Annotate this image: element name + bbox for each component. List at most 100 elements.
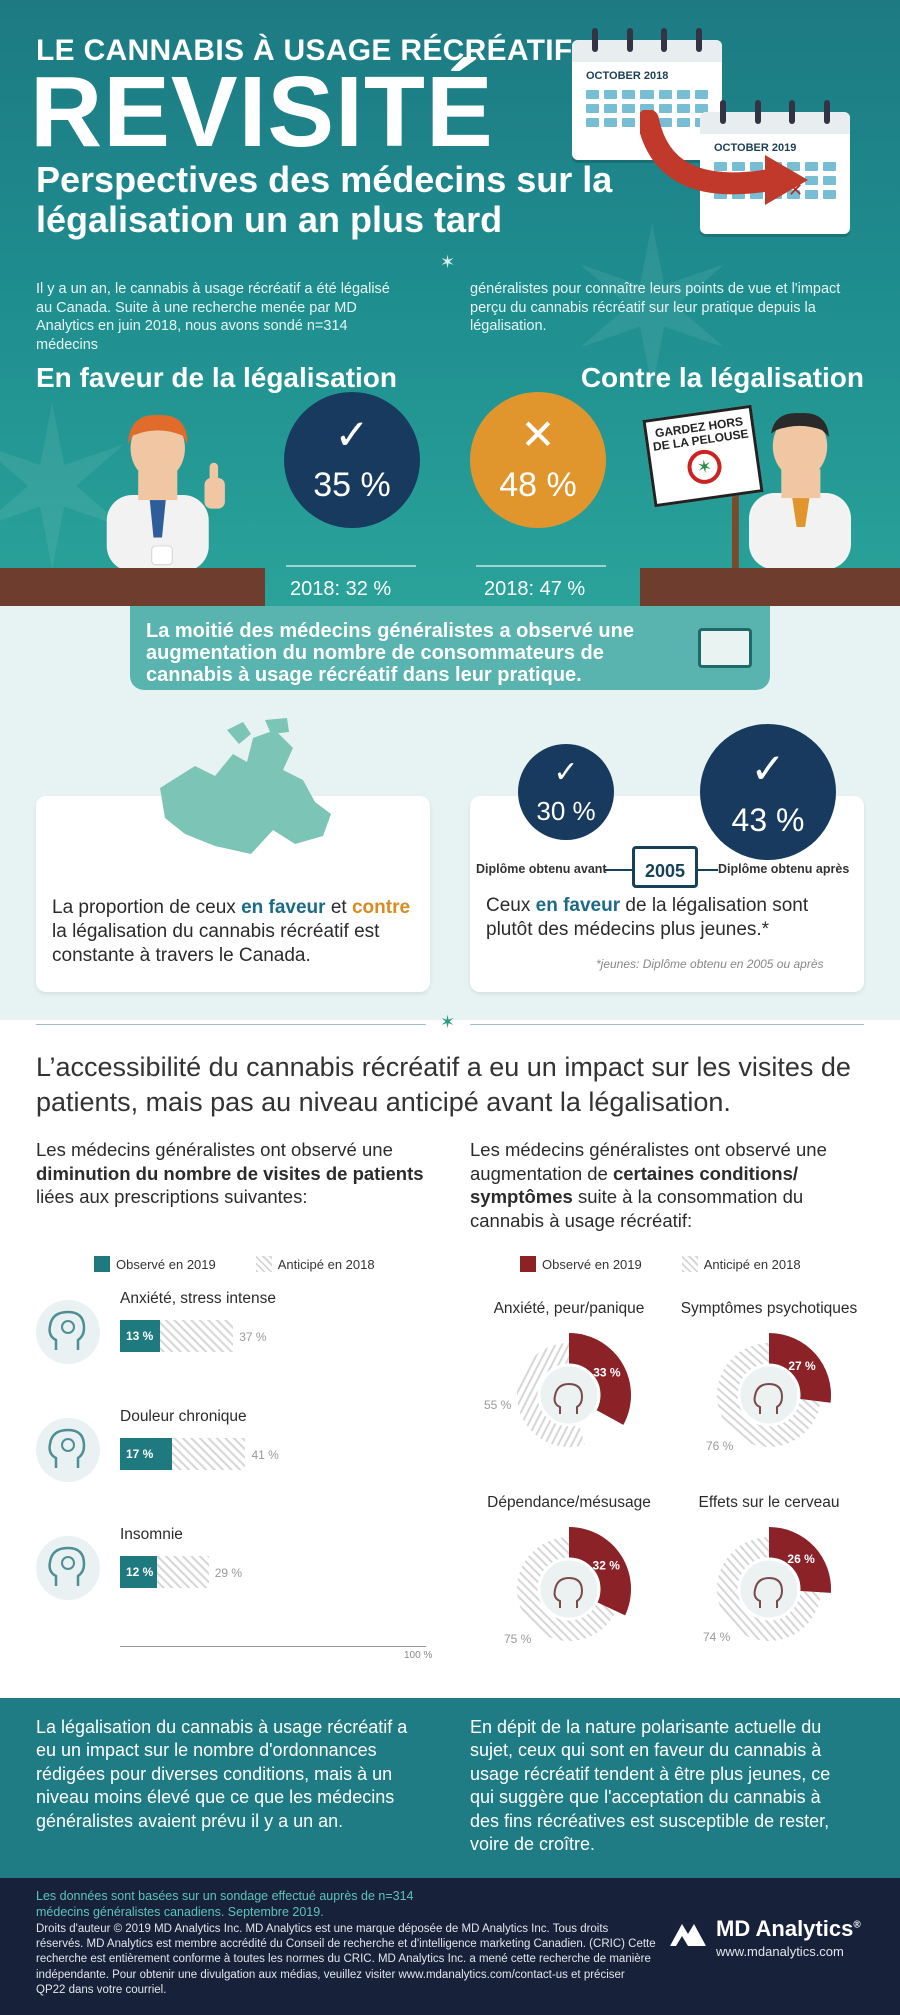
bar-category-label: Anxiété, stress intense <box>120 1290 276 1307</box>
head-panic-icon <box>537 1363 601 1427</box>
conditions-intro-bold: certaines conditions/ symptômes <box>470 1162 799 1208</box>
bar-axis <box>120 1646 426 1647</box>
bar-category-label: Insomnie <box>120 1526 183 1543</box>
head-pain-icon <box>36 1418 100 1482</box>
young-text-part: Ceux <box>486 895 536 916</box>
leaf-divider-icon: ✶ <box>440 252 456 272</box>
young-text-part: de la légalisation sont plutôt des médec… <box>486 895 809 940</box>
against-percentage: 48 % <box>499 466 577 504</box>
pie-anticipated-label: 76 % <box>706 1439 734 1453</box>
pie-chart: Effets sur le cerveau 26 % 74 % <box>674 1494 864 1644</box>
pie-observed-label: 27 % <box>788 1359 816 1373</box>
pie-category-label: Symptômes psychotiques <box>680 1300 858 1317</box>
calendar-2018-icon: OCTOBER 2018 ✕ <box>572 28 722 160</box>
after-2005-circle: ✓ 43 % <box>700 724 836 860</box>
pie-chart: Anxiété, peur/panique 33 % 55 % <box>474 1300 664 1450</box>
canada-text-part: La proportion de ceux <box>52 897 242 918</box>
bar-track: 12 % 29 % <box>120 1556 440 1588</box>
legend-observed-label: Observé en 2019 <box>116 1256 216 1272</box>
legend-swatch-observed <box>520 1256 536 1272</box>
logo-name: MD Analytics® <box>716 1916 861 1942</box>
favor-highlight: en faveur <box>535 895 621 916</box>
bar-anticipated-label: 29 % <box>214 1566 243 1580</box>
legend-observed: Observé en 2019 <box>520 1256 642 1272</box>
pie-chart: Dépendance/mésusage 32 % 75 % <box>474 1494 664 1646</box>
pie-category-label: Effets sur le cerveau <box>698 1494 840 1511</box>
desk-left <box>0 568 265 606</box>
pie-category-label: Anxiété, peur/panique <box>493 1300 645 1317</box>
calendar-2005-icon: 2005 <box>632 846 698 888</box>
legend-anticipated-label: Anticipé en 2018 <box>277 1256 375 1272</box>
no-cannabis-icon: ✶ <box>685 447 724 487</box>
pie-legend: Observé en 2019 Anticipé en 2018 <box>520 1256 801 1272</box>
pie-chart: Symptômes psychotiques 27 % 76 % <box>674 1300 864 1453</box>
md-analytics-logo: MD Analytics® www.mdanalytics.com <box>668 1912 878 1962</box>
legend-swatch-anticipated <box>681 1256 698 1272</box>
calendar-2018-label: OCTOBER 2018 <box>586 70 669 82</box>
pie-category-label: Dépendance/mésusage <box>487 1494 651 1511</box>
kicker-title: LE CANNABIS À USAGE RÉCRÉATIF <box>36 34 573 67</box>
bar-observed: 13 % <box>120 1320 160 1352</box>
pie-svg: 33 % <box>517 1333 631 1447</box>
head-brain-icon <box>737 1557 801 1621</box>
bar-observed: 17 % <box>120 1438 173 1470</box>
leaf-background-icon: ✶ <box>560 187 745 433</box>
intro-left-text: Il y a un an, le cannabis à usage récréa… <box>36 281 390 353</box>
legend-swatch-observed <box>94 1256 110 1272</box>
against-heading: Contre la légalisation <box>580 362 864 393</box>
canada-text-part: la légalisation du cannabis récréatif es… <box>52 920 380 966</box>
banner-section: La moitié des médecins généralistes a ob… <box>0 606 900 702</box>
sign-text: GARDEZ HORS DE LA PELOUSE <box>652 414 750 454</box>
checkmark-icon: ✓ <box>553 756 579 789</box>
visits-intro-part: Les médecins généralistes ont observé un… <box>36 1139 393 1160</box>
pie-anticipated-label: 55 % <box>484 1398 512 1412</box>
head-psychotic-icon <box>737 1363 801 1427</box>
against-circle: ✕ 48 % <box>470 392 606 528</box>
visits-intro: Les médecins généralistes ont observé un… <box>36 1138 426 1209</box>
head-outline <box>753 1382 784 1414</box>
favor-highlight: en faveur <box>241 897 326 918</box>
bar-track: 13 % 37 % <box>120 1320 440 1352</box>
divider <box>470 1024 864 1025</box>
conclusion-right: En dépit de la nature polarisante actuel… <box>470 1717 831 1854</box>
leaf-divider-icon: ✶ <box>440 1012 456 1032</box>
conclusion-left: La légalisation du cannabis à usage récr… <box>36 1717 408 1831</box>
pie-observed-label: 26 % <box>787 1552 815 1566</box>
bar-category-label: Douleur chronique <box>120 1408 247 1425</box>
before-label: Diplôme obtenu avant <box>476 862 607 876</box>
pie-observed-label: 33 % <box>593 1366 621 1380</box>
canada-card-text: La proportion de ceux en faveur et contr… <box>52 896 422 968</box>
doctor-thumbs-up-icon <box>106 415 225 572</box>
after-label: Diplôme obtenu après <box>718 862 850 876</box>
calendar-2019-label: OCTOBER 2019 <box>714 142 797 154</box>
main-title: REVISITÉ <box>30 56 494 168</box>
conditions-intro-part: Les médecins généralistes ont observé un… <box>470 1139 827 1184</box>
canada-text-part: et <box>325 897 352 918</box>
head-outline <box>753 1576 784 1608</box>
divider <box>286 565 416 567</box>
legend-swatch-anticipated <box>255 1256 272 1272</box>
year-2005: 2005 <box>644 861 686 881</box>
footer-source: Les données sont basées sur un sondage e… <box>36 1889 414 1920</box>
canada-map-icon <box>160 718 331 854</box>
pie-svg: 32 % <box>517 1527 632 1641</box>
favor-2018-value: 2018: 32 % <box>290 578 392 600</box>
pie-anticipated-label: 75 % <box>504 1632 532 1646</box>
md-analytics-logo-icon <box>670 1924 706 1946</box>
bar-anticipated-label: 41 % <box>251 1448 279 1462</box>
visits-intro-bold: diminution du nombre de visites de patie… <box>36 1162 424 1184</box>
conclusion-section: La légalisation du cannabis à usage récr… <box>0 1698 900 1878</box>
conditions-intro: Les médecins généralistes ont observé un… <box>470 1138 860 1233</box>
bar-track: 17 % 41 % <box>120 1438 440 1470</box>
footnote: *jeunes: Diplôme obtenu en 2005 ou après <box>596 957 824 971</box>
logo-name-text: MD Analytics <box>716 1916 854 1941</box>
bar-observed: 12 % <box>120 1556 157 1588</box>
before-2005-circle: ✓ 30 % <box>518 744 614 840</box>
checkmark-icon: ✓ <box>750 745 786 792</box>
header-section: ✶ ✶ LE CANNABIS À USAGE RÉCRÉATIF REVISI… <box>0 0 900 606</box>
logo-url: www.mdanalytics.com <box>716 1944 844 1959</box>
bar-row: Douleur chronique 17 % 41 % <box>36 1408 426 1488</box>
legend-anticipated-label: Anticipé en 2018 <box>703 1256 801 1272</box>
head-pill-icon <box>537 1557 601 1621</box>
